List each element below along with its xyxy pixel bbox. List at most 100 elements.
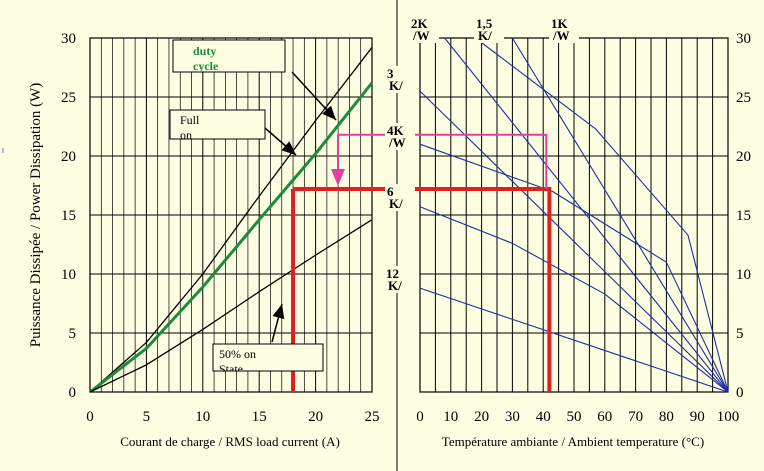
series-label-backdrop bbox=[384, 266, 414, 293]
right-y-tick-label: 5 bbox=[736, 326, 744, 342]
series-label-main: 2K bbox=[411, 16, 429, 31]
annotation-text-line: Full bbox=[180, 113, 200, 127]
series-label-sub: /W bbox=[412, 28, 430, 43]
annotation-box bbox=[172, 39, 286, 73]
right-series-labels: 2K/W1,5K/1K/W3K/4K/W6K/12K/ bbox=[384, 16, 579, 293]
left-tick-labels: 0 5 10 15 20 25 0 5 10 15 20 25 30 bbox=[61, 31, 380, 425]
series-label-backdrop bbox=[385, 123, 415, 150]
left-y-tick-label: 15 bbox=[61, 208, 76, 224]
left-x-tick-label: 0 bbox=[86, 409, 94, 425]
series-label-main: 4K bbox=[387, 123, 405, 138]
series-line-6-kw bbox=[419, 206, 729, 393]
annotation-arrow-head bbox=[322, 105, 336, 120]
right-y-tick-label: 30 bbox=[736, 31, 751, 47]
right-series bbox=[419, 37, 729, 393]
right-grid bbox=[419, 37, 729, 393]
annotation-text-line: cycle bbox=[193, 59, 219, 73]
right-x-tick-label: 90 bbox=[690, 409, 705, 425]
series-label-backdrop bbox=[549, 16, 579, 43]
series-label-sub: K/ bbox=[478, 28, 492, 43]
series-line-1-5-kw bbox=[475, 37, 729, 393]
left-x-tick-label: 10 bbox=[195, 409, 210, 425]
series-label-main: 1K bbox=[551, 16, 569, 31]
right-x-tick-label: 80 bbox=[659, 409, 674, 425]
annotation-box bbox=[212, 343, 324, 372]
series-line-12-kw bbox=[419, 287, 729, 393]
guide-line-secondary bbox=[420, 133, 548, 190]
left-x-axis-label: Courant de charge / RMS load current (A) bbox=[120, 434, 340, 449]
series-label-6-kw: 6K/ bbox=[385, 184, 415, 211]
series-label-backdrop bbox=[474, 16, 504, 43]
right-x-tick-label: 70 bbox=[628, 409, 643, 425]
right-x-axis-label: Température ambiante / Ambient temperatu… bbox=[442, 434, 704, 449]
series-label-4k-kw: 4K/W bbox=[385, 123, 415, 150]
right-x-tick-label: 30 bbox=[505, 409, 520, 425]
annotation-arrow-head bbox=[281, 141, 296, 155]
series-label-backdrop bbox=[409, 16, 439, 43]
right-y-tick-label: 10 bbox=[736, 267, 751, 283]
series-label-sub: K/ bbox=[389, 196, 403, 211]
right-x-tick-label: 60 bbox=[597, 409, 612, 425]
guide-line bbox=[420, 187, 552, 392]
annotation-text-line: duty bbox=[193, 44, 216, 58]
right-x-tick-label: 40 bbox=[536, 409, 551, 425]
annotation-box bbox=[169, 109, 266, 140]
left-y-tick-label: 5 bbox=[69, 326, 77, 342]
annotation-text-line: State bbox=[219, 362, 243, 376]
series-label-12-kw: 12K/ bbox=[384, 266, 414, 293]
series-line-2k-kw bbox=[444, 37, 729, 393]
series-label-sub: K/ bbox=[389, 78, 403, 93]
right-y-tick-label: 15 bbox=[736, 208, 751, 224]
series-label-backdrop bbox=[385, 184, 415, 211]
right-x-tick-label: 100 bbox=[717, 409, 740, 425]
right-x-tick-label: 0 bbox=[416, 409, 424, 425]
right-x-tick-label: 20 bbox=[474, 409, 489, 425]
left-y-tick-label: 10 bbox=[61, 267, 76, 283]
right-y-tick-label: 25 bbox=[736, 90, 751, 106]
left-y-tick-label: 30 bbox=[61, 31, 76, 47]
left-grid bbox=[89, 37, 373, 393]
series-label-sub: K/ bbox=[388, 278, 402, 293]
left-x-tick-label: 15 bbox=[252, 409, 267, 425]
left-x-tick-label: 5 bbox=[143, 409, 151, 425]
series-line-4k-kw bbox=[419, 143, 729, 393]
series-line-duty-cycle bbox=[89, 81, 374, 394]
series-label-main: 6 bbox=[387, 184, 394, 199]
guide-arrow-head bbox=[331, 169, 345, 186]
right-y-tick-label: 20 bbox=[736, 149, 751, 165]
series-label-sub: /W bbox=[388, 135, 406, 150]
series-line-3-kw bbox=[419, 90, 729, 393]
right-x-tick-label: 10 bbox=[443, 409, 458, 425]
series-label-main: 3 bbox=[387, 66, 394, 81]
left-y-tick-label: 25 bbox=[61, 90, 76, 106]
series-label-sub: /W bbox=[552, 28, 570, 43]
left-y-axis-label: Puissance Dissipée / Power Dissipation (… bbox=[28, 83, 44, 348]
right-x-tick-label: 50 bbox=[567, 409, 582, 425]
series-line-1k-kw bbox=[511, 37, 729, 393]
series-label-1k-kw: 1K/W bbox=[549, 16, 579, 43]
annotation-text-line: on bbox=[180, 128, 192, 142]
left-x-tick-label: 20 bbox=[308, 409, 323, 425]
right-tick-labels: 0 10 20 30 40 50 60 70 80 90 100 0 5 10 15 20 25 30 bbox=[416, 31, 751, 425]
series-label-2k-kw: 2K/W bbox=[409, 16, 439, 43]
annotation-text-line: 50% on bbox=[219, 347, 256, 361]
series-label-backdrop bbox=[385, 66, 415, 93]
series-label-3-kw: 3K/ bbox=[385, 66, 415, 93]
series-line-50-on-state bbox=[89, 219, 373, 393]
annotation-arrow-head bbox=[272, 304, 285, 320]
left-y-tick-label: 0 bbox=[69, 385, 77, 401]
right-y-tick-label: 0 bbox=[736, 385, 744, 401]
series-label-main: 1,5 bbox=[476, 16, 493, 31]
left-y-tick-label: 20 bbox=[61, 149, 76, 165]
